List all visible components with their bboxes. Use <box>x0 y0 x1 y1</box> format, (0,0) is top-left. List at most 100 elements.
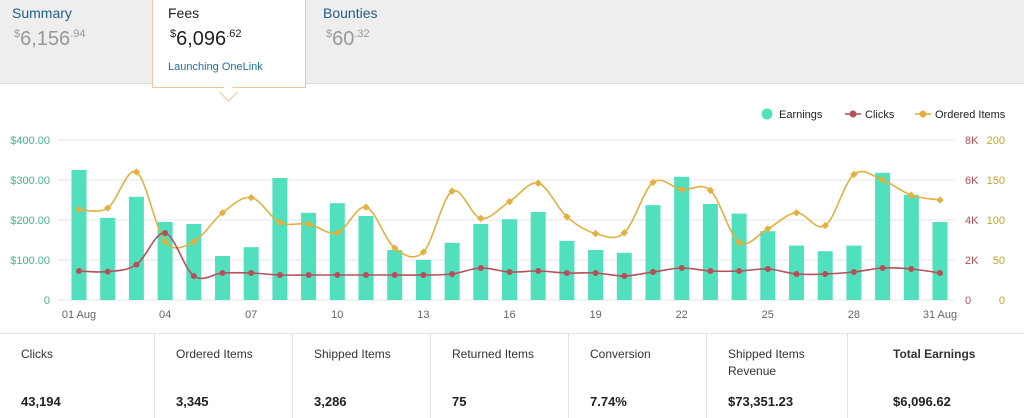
clicks-point <box>707 268 714 274</box>
clicks-point <box>621 273 628 279</box>
y-right-clicks-tick-label: 8K <box>965 135 979 147</box>
stat-label: Shipped Items <box>314 347 391 361</box>
clicks-point <box>908 266 915 272</box>
stat-value: 3,286 <box>314 394 347 409</box>
clicks-point <box>391 272 398 278</box>
ordered-items-point <box>477 214 485 223</box>
clicks-point <box>650 269 656 275</box>
clicks-point <box>879 265 886 271</box>
tab-fees-title[interactable]: Fees <box>168 5 200 21</box>
tab-summary-title[interactable]: Summary <box>12 5 72 21</box>
x-tick-label: 28 <box>848 309 860 321</box>
earnings-bar <box>329 203 345 300</box>
stat-total-earnings: Total Earnings $6,096.62 <box>848 334 1024 418</box>
tab-fees-amount-cents: .62 <box>226 28 242 40</box>
clicks-point <box>190 273 197 279</box>
y-right-clicks-tick-label: 4K <box>965 215 979 227</box>
clicks-point <box>305 272 312 278</box>
earnings-bar <box>875 172 891 300</box>
stat-label: Ordered Items <box>176 347 253 361</box>
tab-fees[interactable]: Fees $6,096.62 Launching OneLink <box>152 0 306 88</box>
stat-ordered-items: Ordered Items 3,345 <box>155 334 293 418</box>
ordered-items-point <box>276 218 284 227</box>
clicks-point <box>592 270 599 276</box>
ordered-items-point <box>936 196 944 204</box>
tab-fees-amount: $6,096.62 <box>170 28 241 51</box>
tab-bounties-title[interactable]: Bounties <box>323 5 378 21</box>
currency-symbol: $ <box>170 28 177 40</box>
tab-summary-amount: $6,156.94 <box>14 28 85 51</box>
earnings-bar <box>645 205 661 300</box>
earnings-bar <box>415 260 431 300</box>
y-left-tick-label: $200.00 <box>10 215 50 227</box>
earnings-bar <box>71 170 87 300</box>
clicks-point <box>334 272 341 278</box>
x-tick-label: 13 <box>417 309 429 321</box>
x-tick-label: 31 Aug <box>923 309 957 321</box>
x-tick-label: 16 <box>503 309 515 321</box>
earnings-bar <box>215 256 230 300</box>
x-tick-label: 07 <box>245 309 257 321</box>
launching-onelink-link[interactable]: Launching OneLink <box>168 61 263 73</box>
ordered-items-point <box>907 191 915 199</box>
clicks-point <box>563 270 570 276</box>
stat-label: Clicks <box>21 347 53 361</box>
clicks-point <box>104 268 111 275</box>
x-tick-label: 22 <box>676 309 688 321</box>
earnings-bar <box>760 231 776 300</box>
clicks-point <box>678 265 685 271</box>
ordered-items-point <box>878 176 887 184</box>
y-left-tick-label: 0 <box>44 295 50 307</box>
earnings-bar <box>128 196 144 300</box>
earnings-bar <box>301 212 317 300</box>
x-tick-label: 25 <box>762 309 774 321</box>
earnings-bar <box>358 216 374 300</box>
tab-bounties-amount-main: 60 <box>332 28 355 50</box>
x-tick-label: 19 <box>589 309 601 321</box>
ordered-items-point <box>563 213 571 221</box>
clicks-point <box>162 230 169 236</box>
clicks-point <box>276 272 283 278</box>
ordered-items-point <box>190 237 198 246</box>
ordered-items-point <box>448 187 456 195</box>
ordered-items-point <box>132 168 141 176</box>
earnings-bar <box>674 176 690 300</box>
stat-label: Conversion <box>590 347 651 361</box>
ordered-items-point <box>821 221 829 230</box>
ordered-items-point <box>706 186 715 195</box>
tab-bounties-amount: $60.32 <box>326 28 370 51</box>
clicks-point <box>248 270 255 276</box>
earnings-bar <box>702 204 718 300</box>
clicks-point <box>736 268 743 274</box>
clicks-point <box>76 268 82 274</box>
earnings-chart: 0 0 0 $100.00 2K 50 $200.00 4K 100 $300.00 6K 150 $4… <box>10 108 1006 321</box>
earnings-bar <box>731 213 747 300</box>
stat-value: 3,345 <box>176 394 209 409</box>
clicks-point <box>219 270 226 276</box>
stat-value: 75 <box>452 394 467 409</box>
ordered-items-point <box>419 248 428 256</box>
stat-shipped-items-revenue: Shipped Items Revenue $73,351.23 <box>707 334 848 418</box>
tab-summary-amount-main: 6,156 <box>20 28 71 50</box>
y-right-items-tick-label: 50 <box>993 255 1005 267</box>
summary-tabs-bar: Summary $6,156.94 Fees $6,096.62 Launchi… <box>0 0 1024 88</box>
y-right-clicks-tick-label: 0 <box>965 295 971 307</box>
tab-summary-amount-cents: .94 <box>70 28 86 40</box>
ordered-items-point <box>218 209 227 217</box>
ordered-items-point <box>505 197 514 206</box>
tab-fees-amount-main: 6,096 <box>176 28 227 50</box>
legend-label: Ordered Items <box>935 109 1006 121</box>
currency-symbol: $ <box>326 28 333 40</box>
ordered-items-point <box>591 229 600 238</box>
stat-value: 43,194 <box>21 394 61 409</box>
legend-label: Clicks <box>865 109 895 121</box>
legend-label: Earnings <box>779 109 823 121</box>
clicks-point <box>764 266 771 272</box>
earnings-bar <box>157 222 173 300</box>
ordered-items-point <box>850 170 858 179</box>
x-tick-label: 01 Aug <box>62 309 96 321</box>
earnings-bar <box>530 212 546 300</box>
stat-label: Returned Items <box>452 347 535 361</box>
tab-summary[interactable]: Summary $6,156.94 <box>0 0 150 83</box>
clicks-point <box>506 269 513 275</box>
